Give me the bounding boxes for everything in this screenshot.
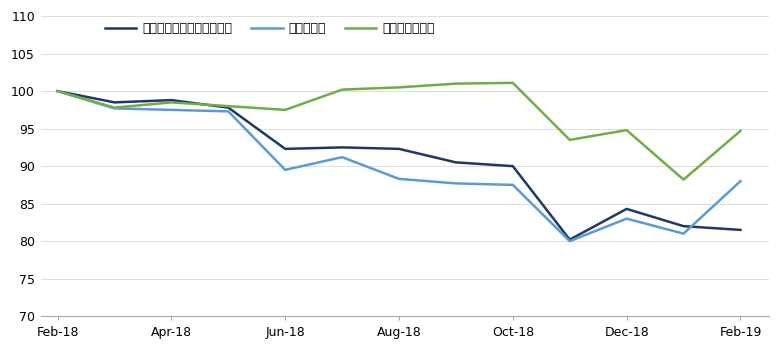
アジア株式（日本を除く） <box>395 147 404 151</box>
新興国株式 <box>395 177 404 181</box>
Line: グローバル株式: グローバル株式 <box>58 83 740 180</box>
グローバル株式 <box>110 106 119 110</box>
新興国株式 <box>224 109 233 113</box>
アジア株式（日本を除く） <box>281 147 290 151</box>
グローバル株式 <box>622 128 631 132</box>
新興国株式 <box>110 106 119 111</box>
Line: アジア株式（日本を除く）: アジア株式（日本を除く） <box>58 91 740 240</box>
新興国株式 <box>167 108 176 112</box>
アジア株式（日本を除く） <box>622 207 631 211</box>
グローバル株式 <box>508 81 517 85</box>
Legend: アジア株式（日本を除く）, 新興国株式, グローバル株式: アジア株式（日本を除く）, 新興国株式, グローバル株式 <box>105 22 435 35</box>
アジア株式（日本を除く） <box>53 89 62 93</box>
新興国株式 <box>338 155 347 159</box>
グローバル株式 <box>452 82 461 86</box>
グローバル株式 <box>679 177 688 182</box>
グローバル株式 <box>167 100 176 105</box>
グローバル株式 <box>565 138 574 142</box>
グローバル株式 <box>281 108 290 112</box>
新興国株式 <box>281 168 290 172</box>
Line: 新興国株式: 新興国株式 <box>58 91 740 241</box>
アジア株式（日本を除く） <box>224 106 233 110</box>
アジア株式（日本を除く） <box>508 164 517 168</box>
新興国株式 <box>508 183 517 187</box>
新興国株式 <box>736 179 745 183</box>
新興国株式 <box>53 89 62 93</box>
新興国株式 <box>679 232 688 236</box>
アジア株式（日本を除く） <box>167 98 176 102</box>
アジア株式（日本を除く） <box>338 145 347 149</box>
グローバル株式 <box>395 85 404 90</box>
アジア株式（日本を除く） <box>679 224 688 228</box>
グローバル株式 <box>224 104 233 108</box>
グローバル株式 <box>53 89 62 93</box>
新興国株式 <box>565 239 574 243</box>
アジア株式（日本を除く） <box>110 100 119 105</box>
アジア株式（日本を除く） <box>565 238 574 242</box>
アジア株式（日本を除く） <box>736 228 745 232</box>
グローバル株式 <box>338 88 347 92</box>
新興国株式 <box>622 217 631 221</box>
新興国株式 <box>452 181 461 186</box>
アジア株式（日本を除く） <box>452 160 461 164</box>
グローバル株式 <box>736 129 745 133</box>
